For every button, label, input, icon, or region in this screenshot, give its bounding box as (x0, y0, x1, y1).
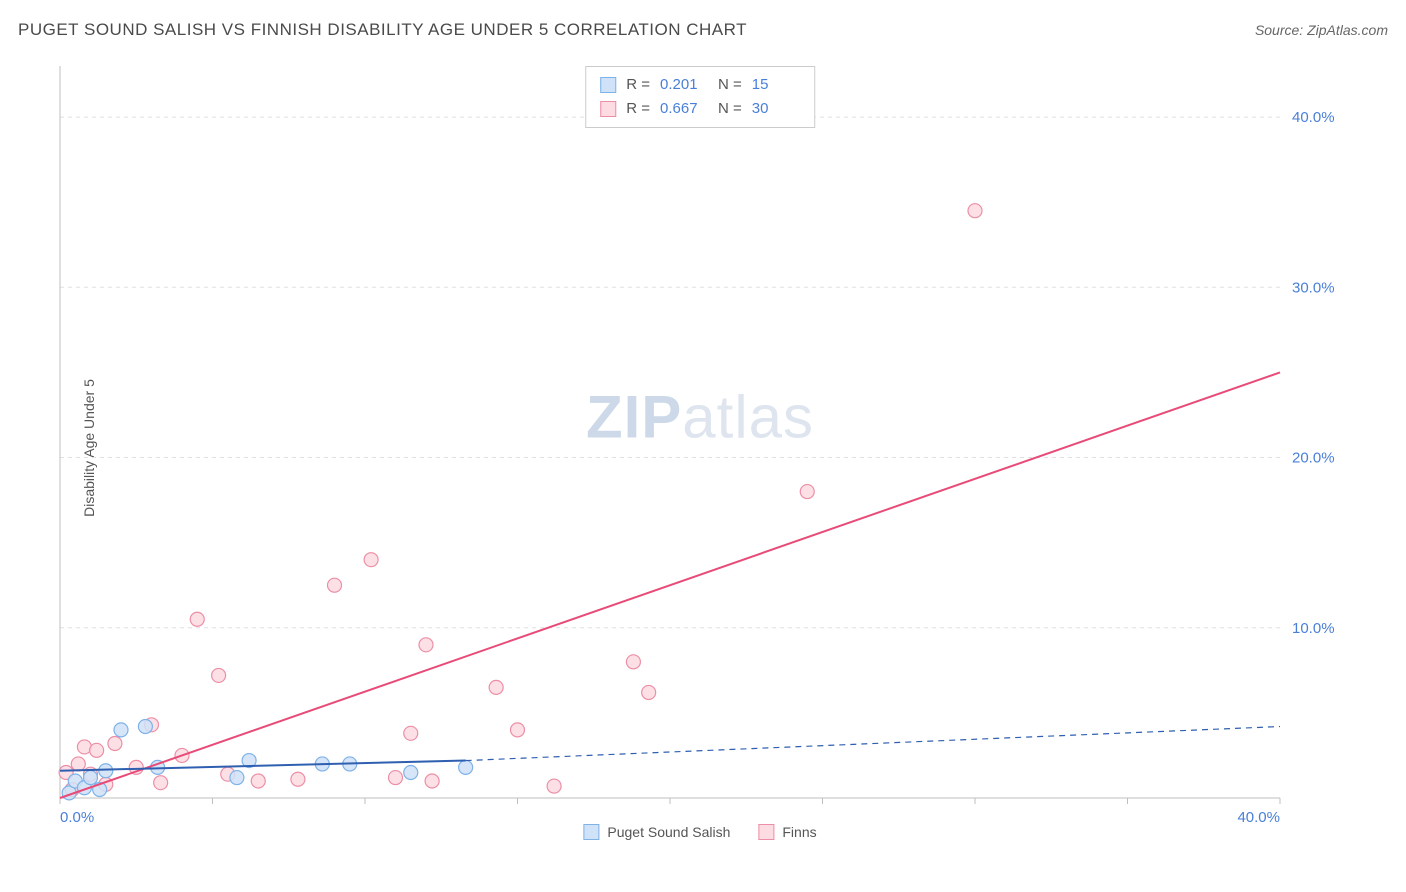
x-legend: Puget Sound Salish Finns (583, 824, 816, 840)
n-value-salish: 15 (752, 73, 800, 97)
xlegend-item-finns: Finns (758, 824, 816, 840)
stats-row-finns: R = 0.667 N = 30 (600, 97, 800, 121)
xlegend-item-salish: Puget Sound Salish (583, 824, 730, 840)
svg-text:0.0%: 0.0% (60, 809, 94, 826)
stats-legend: R = 0.201 N = 15 R = 0.667 N = 30 (585, 66, 815, 128)
swatch-finns-icon (758, 824, 774, 840)
chart-area: Disability Age Under 5 10.0%20.0%30.0%40… (50, 58, 1350, 838)
r-value-salish: 0.201 (660, 73, 708, 97)
swatch-finns-icon (600, 101, 616, 117)
source-label: Source: ZipAtlas.com (1255, 22, 1388, 38)
svg-text:10.0%: 10.0% (1292, 620, 1335, 637)
swatch-salish-icon (583, 824, 599, 840)
stats-row-salish: R = 0.201 N = 15 (600, 73, 800, 97)
swatch-salish-icon (600, 77, 616, 93)
svg-text:40.0%: 40.0% (1292, 109, 1335, 126)
scatter-plot: 10.0% 20.0% 30.0% 40.0% 0.0% 40.0% (50, 58, 1350, 838)
svg-text:20.0%: 20.0% (1292, 450, 1335, 467)
svg-text:30.0%: 30.0% (1292, 279, 1335, 296)
xlegend-label: Puget Sound Salish (607, 824, 730, 840)
r-value-finns: 0.667 (660, 97, 708, 121)
xlegend-label: Finns (782, 824, 816, 840)
chart-title: PUGET SOUND SALISH VS FINNISH DISABILITY… (18, 20, 747, 40)
n-value-finns: 30 (752, 97, 800, 121)
svg-text:40.0%: 40.0% (1237, 809, 1280, 826)
